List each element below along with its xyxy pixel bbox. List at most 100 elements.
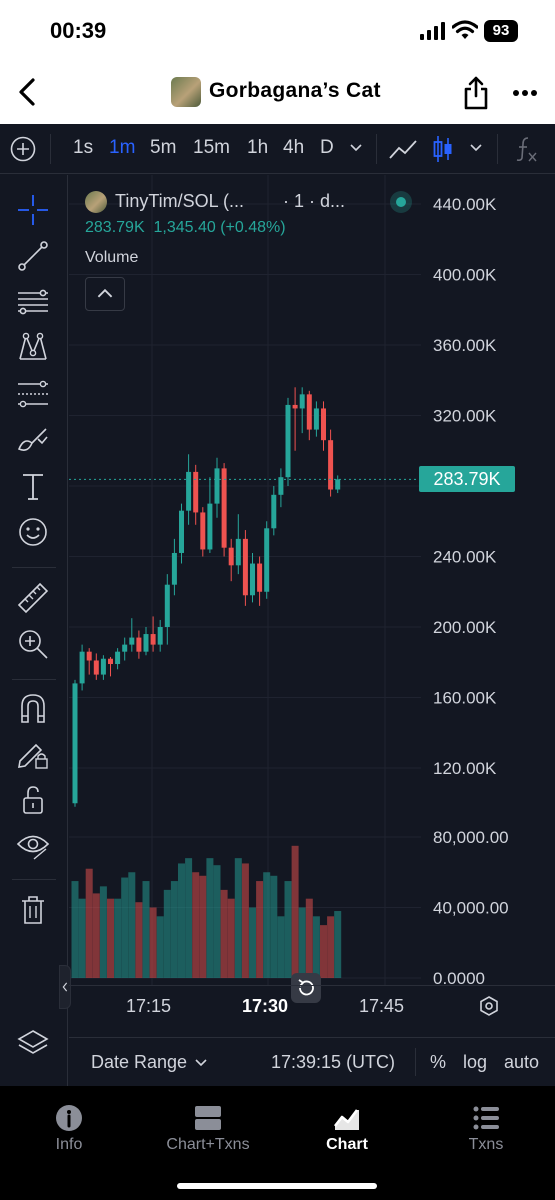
volume-bar — [305, 898, 313, 978]
symbol-interval[interactable]: · 1 · d... — [283, 191, 346, 211]
volume-bar — [320, 925, 327, 978]
add-symbol-icon[interactable] — [10, 136, 36, 162]
ruler-icon[interactable] — [16, 581, 50, 615]
candle-body — [292, 404, 298, 409]
collapse-toolbar-handle[interactable] — [59, 965, 71, 1009]
battery-indicator: 93 — [484, 20, 518, 42]
timeframe-5m[interactable]: 5m — [150, 137, 177, 158]
chevron-down-icon[interactable] — [470, 143, 482, 153]
candle-body — [79, 651, 85, 684]
price-tick-label: 400.00K — [433, 266, 497, 285]
volume-bar — [220, 889, 228, 978]
candle-body — [214, 468, 220, 504]
tab-chart[interactable]: Chart — [282, 1104, 412, 1164]
auto-toggle[interactable]: auto — [504, 1052, 540, 1072]
candle-body — [129, 637, 135, 645]
trend-line-icon[interactable] — [16, 239, 50, 273]
volume-legend-label[interactable]: Volume — [85, 249, 139, 266]
volume-bar — [149, 907, 157, 978]
current-price-label: 283.79K — [419, 466, 515, 493]
timeframe-15m[interactable]: 15m — [193, 137, 230, 158]
candle-body — [200, 512, 206, 550]
share-button[interactable] — [462, 76, 490, 110]
status-bar: 00:39 93 — [0, 0, 555, 62]
back-button[interactable] — [14, 76, 40, 108]
crosshair-icon[interactable] — [16, 193, 50, 227]
timeframe-1m[interactable]: 1m — [109, 137, 136, 158]
timeframe-1s[interactable]: 1s — [73, 137, 94, 158]
log-toggle[interactable]: log — [463, 1052, 488, 1072]
volume-bar — [334, 911, 342, 978]
tab-info[interactable]: Info — [4, 1104, 134, 1164]
candles-icon[interactable] — [432, 134, 454, 164]
volume-bar — [298, 907, 306, 978]
info-icon — [56, 1105, 82, 1131]
chart-app: 1s 1m 5m 15m 1h 4h D — [0, 124, 555, 1086]
date-range-button[interactable]: Date Range — [91, 1052, 188, 1072]
tab-label: Chart+Txns — [166, 1136, 250, 1153]
fib-retracement-icon[interactable] — [16, 285, 50, 319]
more-options-button[interactable] — [512, 88, 538, 98]
eye-icon[interactable] — [16, 829, 50, 863]
candle-body — [278, 477, 284, 495]
time-label: 17:30 — [242, 996, 289, 1016]
trash-icon[interactable] — [16, 893, 50, 927]
volume-bar — [114, 898, 122, 978]
price-tick-label: 360.00K — [433, 336, 497, 355]
brush-icon[interactable] — [16, 423, 50, 457]
time-axis[interactable]: 17:15 17:30 17:45 — [69, 985, 555, 1025]
utc-clock[interactable]: 17:39:15 (UTC) — [271, 1052, 396, 1072]
magnet-icon[interactable] — [16, 691, 50, 725]
emoji-icon[interactable] — [16, 515, 50, 549]
price-tick-label: 240.00K — [433, 548, 497, 567]
indicators-icon[interactable] — [514, 136, 538, 162]
volume-bar — [121, 877, 129, 978]
tab-label: Info — [55, 1136, 83, 1153]
lock-drawings-icon[interactable] — [16, 737, 50, 771]
percent-toggle[interactable]: % — [430, 1052, 447, 1072]
volume-bar — [156, 916, 164, 978]
zoom-in-icon[interactable] — [16, 627, 50, 661]
volume-bar — [185, 858, 193, 978]
volume-bar — [178, 863, 185, 978]
price-tick-label: 440.00K — [433, 195, 497, 214]
volume-bar — [213, 865, 221, 978]
candle-body — [122, 644, 128, 652]
pattern-icon[interactable] — [16, 331, 50, 365]
tab-label: Chart — [326, 1136, 368, 1153]
candle-body — [136, 637, 142, 652]
chart-pane[interactable]: 440.00K400.00K360.00K320.00K280.00K240.0… — [59, 175, 555, 1035]
settings-icon[interactable] — [478, 995, 500, 1017]
lock-icon[interactable] — [16, 783, 50, 817]
volume-bar — [277, 916, 285, 978]
tab-txns[interactable]: Txns — [421, 1104, 551, 1164]
object-tree-icon[interactable] — [16, 1027, 50, 1061]
drawing-toolbar — [0, 175, 68, 1086]
volume-series — [71, 845, 342, 978]
collapse-legend-button[interactable] — [85, 277, 125, 311]
bottom-tab-bar: Info Chart+Txns Chart Txns — [0, 1086, 555, 1200]
legend-header[interactable]: TinyTim/SOL (... · 1 · d... — [85, 189, 412, 215]
symbol-pair[interactable]: TinyTim/SOL (... — [115, 191, 245, 211]
tab-chart-txns[interactable]: Chart+Txns — [143, 1104, 273, 1164]
timeframe-4h[interactable]: 4h — [283, 137, 305, 158]
chevron-down-icon[interactable] — [195, 1058, 207, 1068]
volume-bar — [249, 907, 256, 978]
chevron-down-icon[interactable] — [350, 143, 362, 153]
timeframe-d[interactable]: D — [320, 137, 334, 158]
volume-bar — [128, 872, 136, 978]
price-chart[interactable]: 440.00K400.00K360.00K320.00K280.00K240.0… — [69, 175, 555, 1035]
candle-body — [171, 552, 177, 585]
timeframe-1h[interactable]: 1h — [247, 137, 269, 158]
line-chart-icon[interactable] — [388, 136, 418, 162]
list-icon — [473, 1106, 499, 1130]
prediction-icon[interactable] — [16, 377, 50, 411]
wifi-icon — [452, 20, 478, 39]
volume-bar — [199, 875, 207, 978]
volume-bar — [291, 845, 299, 978]
chart-toolbar: 1s 1m 5m 15m 1h 4h D — [0, 124, 555, 174]
text-icon[interactable] — [16, 469, 50, 503]
clock: 00:39 — [50, 18, 107, 43]
candle-body — [86, 651, 92, 661]
reset-chart-button[interactable] — [291, 973, 321, 1003]
